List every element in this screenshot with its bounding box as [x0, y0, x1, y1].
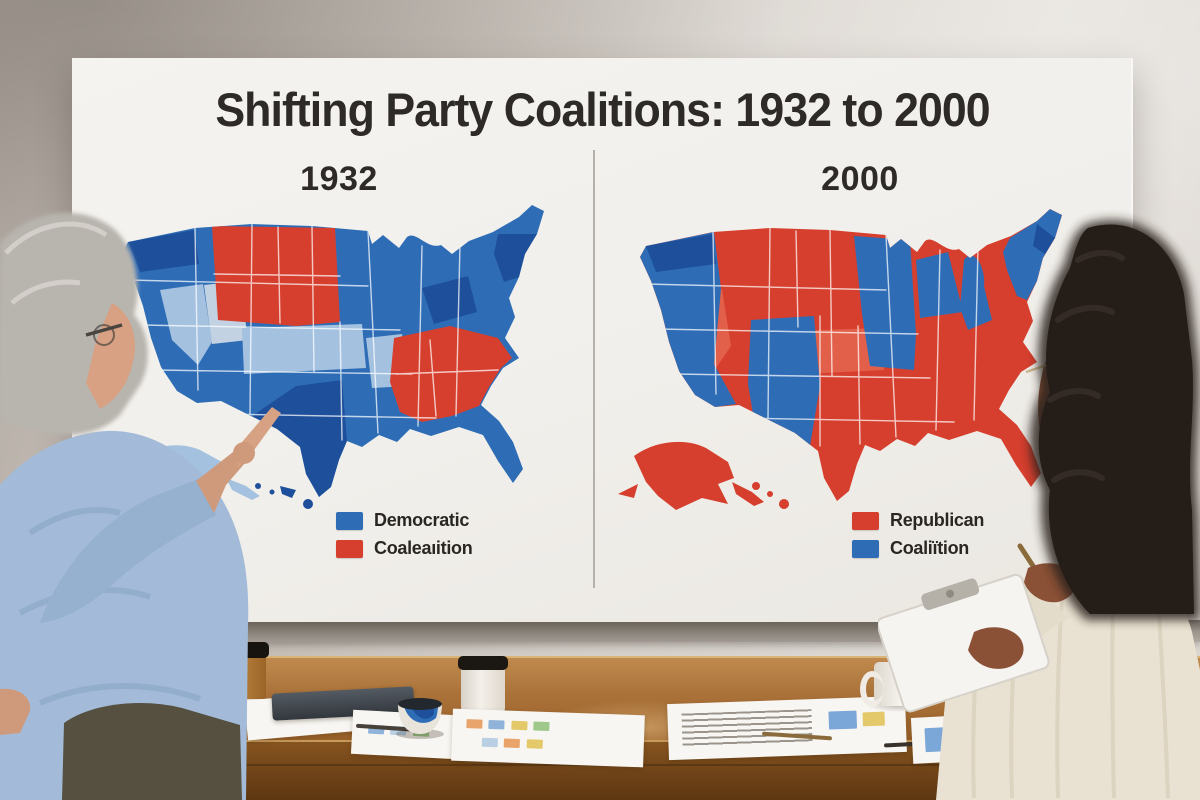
legend-1932: Democratic Coaleaıition: [336, 510, 473, 559]
legend-row: Coaliïtion: [852, 538, 984, 559]
man-hand-on-desk: [0, 688, 31, 735]
man-trousers: [62, 703, 242, 800]
map-1932-regions: [127, 223, 537, 497]
legend-label: Republican: [890, 510, 985, 530]
panel-1932: 1932: [88, 158, 590, 618]
legend-row: Democratic: [336, 510, 472, 531]
cup-lid: [458, 656, 508, 670]
panel-divider: [593, 150, 595, 588]
white-coffee-cup: [458, 656, 508, 714]
legend-label: Coaleaıition: [374, 538, 473, 558]
man-pointing: [0, 212, 281, 800]
panel-2000: 2000: [600, 158, 1120, 618]
woman-with-clipboard: [878, 219, 1200, 800]
legend-row: Coaleaıition: [336, 538, 473, 559]
clipboard: [878, 573, 1050, 713]
legend-label: Democratic: [374, 510, 470, 530]
map-2000-hawaii: [752, 482, 789, 509]
mug-handle: [860, 671, 884, 707]
map-2000-alaska: [634, 441, 734, 510]
map-1932: [100, 190, 574, 521]
legend-swatch-blue: [336, 511, 363, 530]
legend-swatch-red: [336, 539, 363, 558]
legend-label: Coaliïtion: [890, 538, 969, 558]
us-map-2000-svg: [618, 209, 1062, 510]
poster-board: Shifting Party Coalitions: 1932 to 2000 …: [72, 58, 1133, 622]
map-2000-regions: [640, 209, 1062, 447]
legend-swatch-blue: [852, 539, 879, 558]
map-2000: [606, 194, 1106, 529]
paper-with-charts: [451, 708, 645, 768]
legend-swatch-red: [852, 511, 879, 530]
poster-title: Shifting Party Coalitions: 1932 to 2000: [215, 83, 990, 136]
legend-2000: Republican Coaliïtion: [852, 510, 984, 559]
year-label-1932: 1932: [300, 160, 378, 198]
woman-hand-left: [968, 627, 1024, 669]
us-map-1932-svg: [122, 205, 544, 509]
legend-row: Republican: [852, 510, 984, 531]
man-face: [86, 303, 136, 409]
map-1932-hawaii: [255, 483, 313, 509]
man-sleeve: [40, 479, 216, 623]
ceramic-cup: [396, 698, 444, 739]
man-glasses: [85, 323, 123, 337]
woman-hair: [1038, 224, 1194, 615]
year-label-2000: 2000: [821, 160, 899, 198]
